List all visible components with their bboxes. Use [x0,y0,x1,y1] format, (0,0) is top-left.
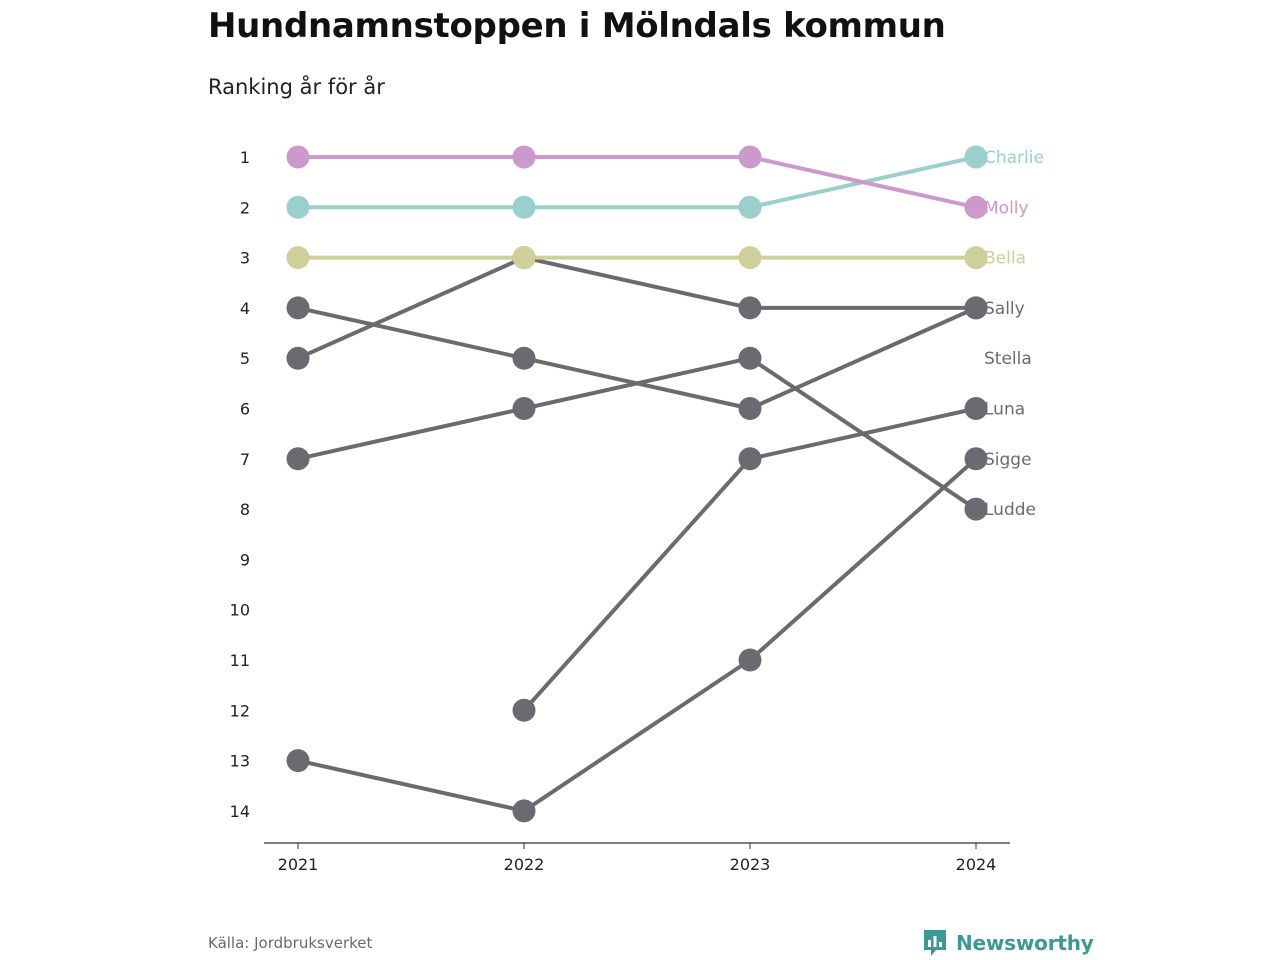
data-point-ludde [512,346,536,370]
end-labels: Charlie Molly Bella Sally Stella Luna Sigge Lud… [984,148,1044,520]
data-point-bella [738,246,762,270]
data-point-stella [286,447,310,471]
end-label-bella: Bella [984,249,1026,269]
data-point-sally [286,346,310,370]
y-tick-label: 9 [240,550,250,569]
end-label-stella: Stella [984,349,1032,369]
brand-name: Newsworthy [956,931,1094,955]
y-tick-label: 2 [240,198,250,217]
y-tick-label: 14 [230,802,250,821]
newsworthy-logo-icon [924,930,946,956]
data-point-charlie [964,145,988,169]
data-point-sigge [738,648,762,672]
end-label-charlie: Charlie [984,148,1044,168]
data-point-charlie [738,195,762,219]
series-line-sally [297,255,976,361]
chart-subtitle: Ranking år för år [208,75,385,99]
end-label-luna: Luna [984,400,1025,420]
y-tick-label: 8 [240,500,250,519]
data-point-bella [512,246,536,270]
series-points [286,145,988,823]
data-point-charlie [512,195,536,219]
series-line-molly [298,155,977,210]
y-tick-label: 5 [240,349,250,368]
series-line-sigge [297,457,978,813]
data-point-charlie [286,195,310,219]
data-point-molly [964,195,988,219]
end-label-molly: Molly [984,198,1029,218]
data-point-sigge [512,799,536,823]
data-point-sigge [286,749,310,773]
data-point-ludde [286,296,310,320]
chart-title: Hundnamnstoppen i Mölndals kommun [208,6,946,46]
data-point-sally [738,296,762,320]
data-point-molly [286,145,310,169]
data-point-bella [286,246,310,270]
end-label-ludde: Ludde [984,500,1036,520]
series-lines [297,155,978,813]
data-point-luna [964,397,988,420]
y-tick-label: 12 [230,701,250,720]
data-point-stella [964,497,988,521]
data-point-ludde [964,296,988,320]
y-tick-label: 6 [240,400,250,419]
y-tick-label: 7 [240,450,250,469]
data-point-molly [512,145,536,169]
series-line-charlie [298,155,977,210]
end-label-sigge: Sigge [984,450,1032,470]
x-tick-label: 2023 [730,855,771,874]
y-tick-label: 13 [230,752,250,771]
y-tick-label: 4 [240,299,250,318]
series-line-stella [297,356,978,511]
source-note: Källa: Jordbruksverket [208,934,373,952]
data-point-stella [512,397,536,420]
y-tick-label: 10 [230,601,250,620]
data-point-ludde [738,397,762,420]
x-tick-label: 2022 [504,855,545,874]
data-point-bella [964,246,988,270]
data-point-molly [738,145,762,169]
x-tick-label: 2021 [278,855,319,874]
data-point-luna [512,698,536,722]
data-point-stella [738,346,762,370]
data-point-luna [738,447,762,471]
y-tick-label: 1 [240,148,250,167]
end-label-sally: Sally [984,299,1025,319]
series-line-ludde [297,305,977,411]
x-axis-ticks: 2021 2022 2023 2024 [278,843,997,874]
data-point-sigge [964,447,988,471]
brand-logo: Newsworthy [922,928,1094,958]
y-tick-label: 11 [230,651,250,670]
x-tick-label: 2024 [956,855,997,874]
y-tick-label: 3 [240,249,250,268]
